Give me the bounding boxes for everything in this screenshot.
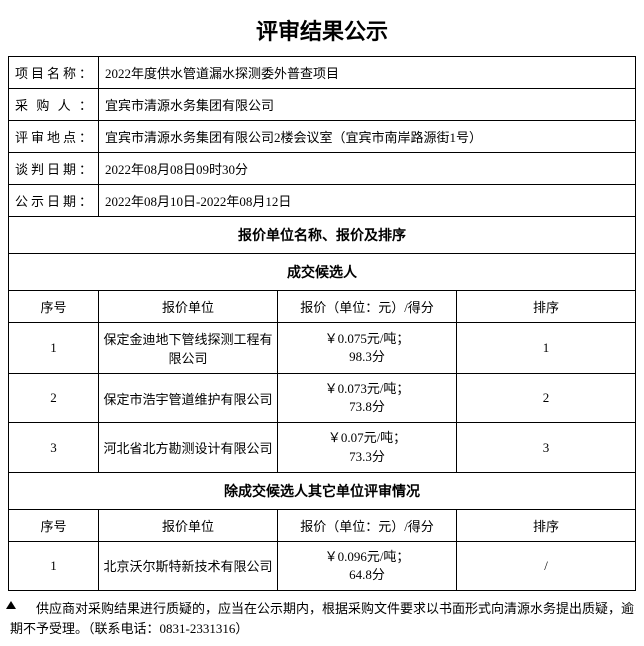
label-project: 项目名称： [9,57,99,89]
cell-seq: 1 [9,323,99,374]
label-location: 评审地点： [9,121,99,153]
footnote-text: 供应商对采购结果进行质疑的，应当在公示期内，根据采购文件要求以书面形式向清源水务… [8,591,636,638]
info-table: 项目名称： 2022年度供水管道漏水探测委外普查项目 采购人： 宜宾市清源水务集… [8,56,636,591]
cell-rank: / [457,541,636,590]
price-line2: 98.3分 [349,349,385,364]
row-col-headers: 序号 报价单位 报价（单位：元）/得分 排序 [9,291,636,323]
row-project: 项目名称： 2022年度供水管道漏水探测委外普查项目 [9,57,636,89]
cell-rank: 3 [457,423,636,472]
label-purchaser: 采购人： [9,89,99,121]
cell-unit: 保定市浩宇管道维护有限公司 [99,374,278,423]
section-others-header: 除成交候选人其它单位评审情况 [9,472,636,509]
section-main-header: 报价单位名称、报价及排序 [9,217,636,254]
price-line1: ￥0.075元/吨； [325,331,410,346]
table-row: 1 北京沃尔斯特新技术有限公司 ￥0.096元/吨； 64.8分 / [9,541,636,590]
value-purchaser: 宜宾市清源水务集团有限公司 [99,89,636,121]
row-section-others: 除成交候选人其它单位评审情况 [9,472,636,509]
cell-price: ￥0.07元/吨； 73.3分 [278,423,457,472]
row-negotiate-date: 谈判日期： 2022年08月08日09时30分 [9,153,636,185]
table-row: 2 保定市浩宇管道维护有限公司 ￥0.073元/吨； 73.8分 2 [9,374,636,423]
col-price: 报价（单位：元）/得分 [278,291,457,323]
row-purchaser: 采购人： 宜宾市清源水务集团有限公司 [9,89,636,121]
col-rank: 排序 [457,291,636,323]
value-notice: 2022年08月10日-2022年08月12日 [99,185,636,217]
label-notice: 公示日期： [9,185,99,217]
price-line2: 73.8分 [349,399,385,414]
cell-unit: 保定金迪地下管线探测工程有限公司 [99,323,278,374]
cell-rank: 2 [457,374,636,423]
triangle-icon [6,601,16,609]
col-price: 报价（单位：元）/得分 [278,509,457,541]
price-line2: 64.8分 [349,567,385,582]
row-section-candidates: 成交候选人 [9,254,636,291]
col-seq: 序号 [9,509,99,541]
cell-seq: 3 [9,423,99,472]
row-notice-date: 公示日期： 2022年08月10日-2022年08月12日 [9,185,636,217]
cell-unit: 河北省北方勘测设计有限公司 [99,423,278,472]
col-seq: 序号 [9,291,99,323]
price-line1: ￥0.096元/吨； [325,549,410,564]
section-candidates-header: 成交候选人 [9,254,636,291]
value-location: 宜宾市清源水务集团有限公司2楼会议室（宜宾市南岸路源街1号） [99,121,636,153]
cell-seq: 2 [9,374,99,423]
cell-seq: 1 [9,541,99,590]
cell-rank: 1 [457,323,636,374]
value-project: 2022年度供水管道漏水探测委外普查项目 [99,57,636,89]
row-location: 评审地点： 宜宾市清源水务集团有限公司2楼会议室（宜宾市南岸路源街1号） [9,121,636,153]
page-title: 评审结果公示 [8,8,636,56]
cell-price: ￥0.096元/吨； 64.8分 [278,541,457,590]
table-row: 3 河北省北方勘测设计有限公司 ￥0.07元/吨； 73.3分 3 [9,423,636,472]
price-line1: ￥0.07元/吨； [328,430,406,445]
table-row: 1 保定金迪地下管线探测工程有限公司 ￥0.075元/吨； 98.3分 1 [9,323,636,374]
cell-price: ￥0.073元/吨； 73.8分 [278,374,457,423]
col-rank: 排序 [457,509,636,541]
row-col-headers-others: 序号 报价单位 报价（单位：元）/得分 排序 [9,509,636,541]
col-unit: 报价单位 [99,291,278,323]
value-negotiate: 2022年08月08日09时30分 [99,153,636,185]
cell-unit: 北京沃尔斯特新技术有限公司 [99,541,278,590]
cell-price: ￥0.075元/吨； 98.3分 [278,323,457,374]
label-negotiate: 谈判日期： [9,153,99,185]
footnote-container: 供应商对采购结果进行质疑的，应当在公示期内，根据采购文件要求以书面形式向清源水务… [8,591,636,638]
col-unit: 报价单位 [99,509,278,541]
price-line1: ￥0.073元/吨； [325,381,410,396]
row-section-main: 报价单位名称、报价及排序 [9,217,636,254]
price-line2: 73.3分 [349,449,385,464]
